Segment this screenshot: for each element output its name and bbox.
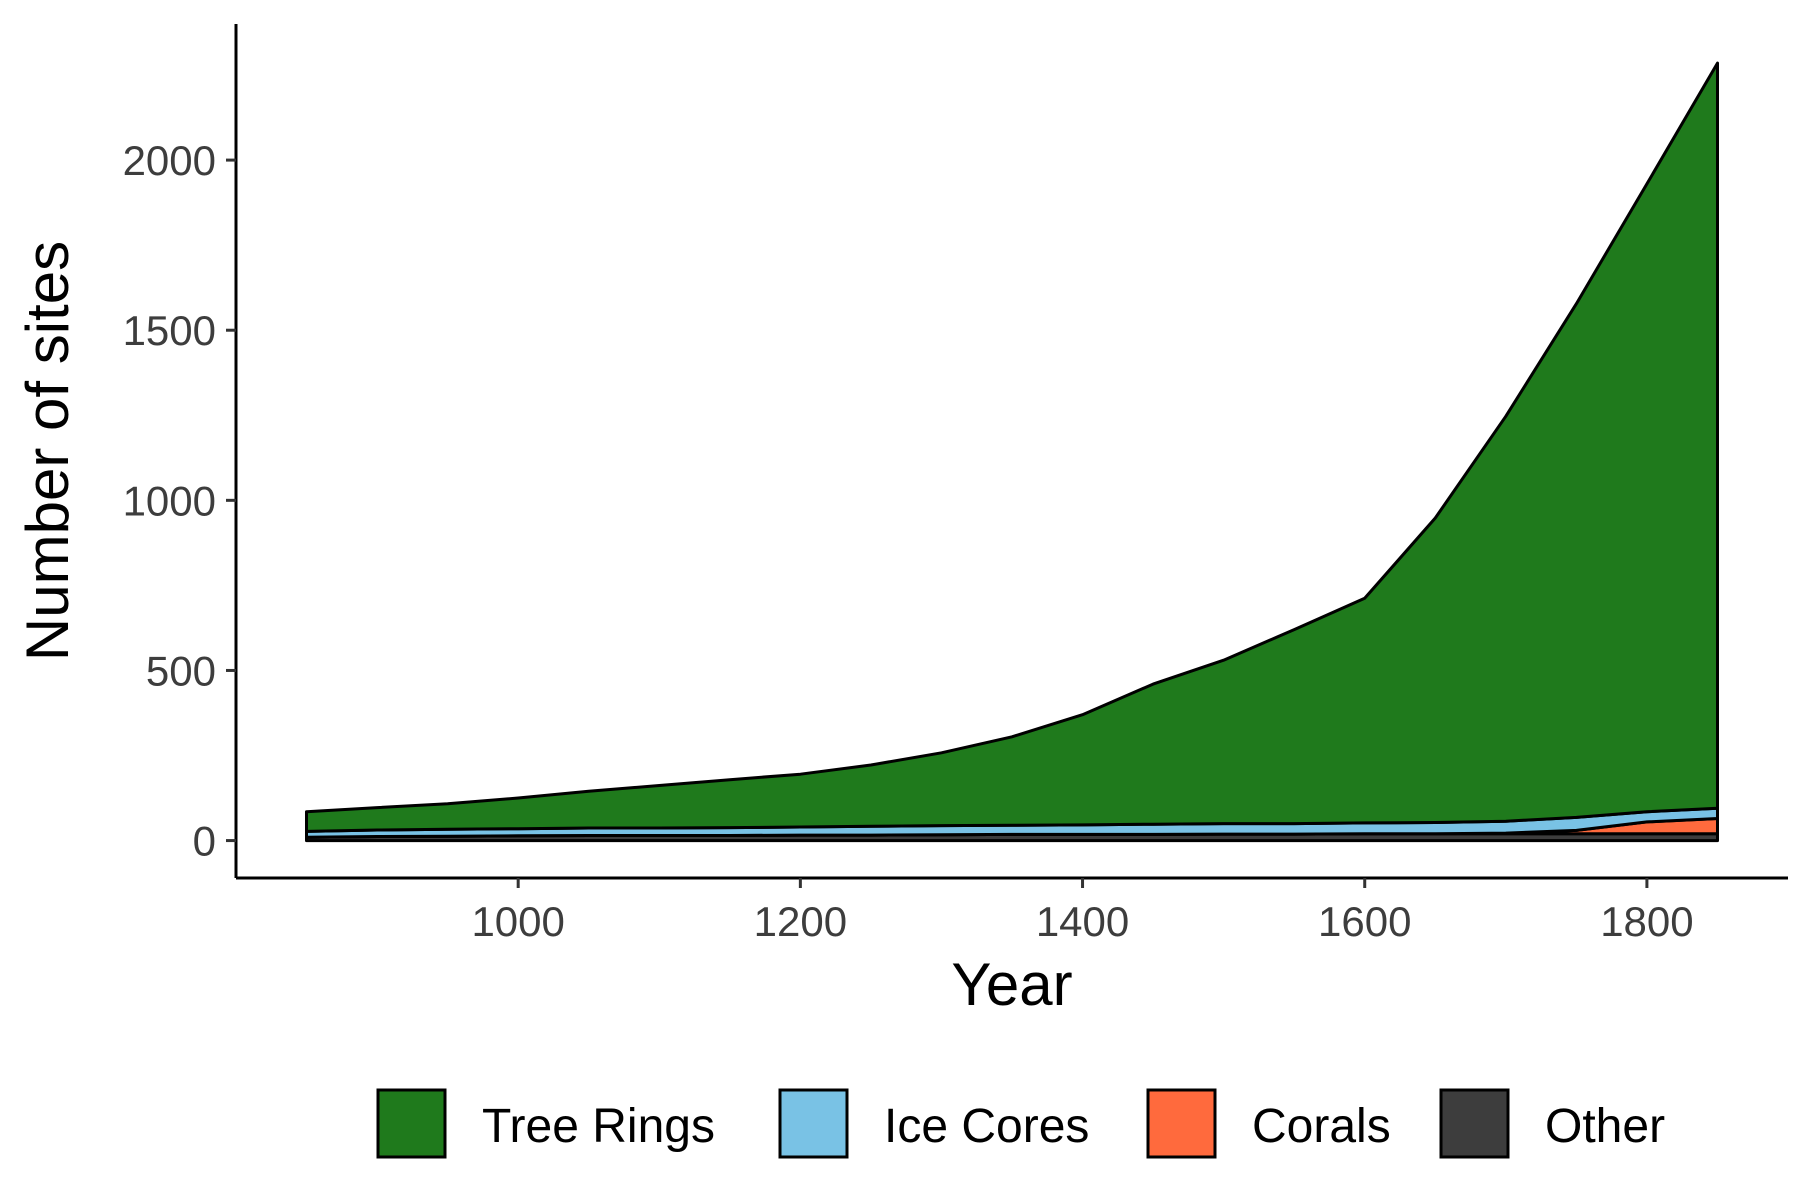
axes: 1000 1200 1400 1600 1800 0 500 1000 1500 2000 [123, 24, 1788, 945]
x-tick-label: 1600 [1318, 898, 1411, 945]
y-tick-label: 500 [146, 647, 216, 694]
x-tick-label: 1800 [1600, 898, 1693, 945]
legend-label-tree-rings: Tree Rings [482, 1100, 715, 1153]
x-axis-title: Year [951, 951, 1072, 1018]
y-tick-label: 1000 [123, 477, 216, 524]
legend-swatch-other [1439, 1088, 1510, 1159]
plot-area [305, 61, 1719, 843]
y-axis-title: Number of sites [14, 241, 81, 661]
legend-swatch-tree-rings [376, 1088, 447, 1159]
y-tick-label: 1500 [123, 307, 216, 354]
x-tick-label: 1200 [754, 898, 847, 945]
area-series-tree-rings [305, 61, 1719, 833]
legend-label-ice-cores: Ice Cores [884, 1100, 1089, 1153]
x-tick-label: 1400 [1036, 898, 1129, 945]
x-ticks: 1000 1200 1400 1600 1800 [471, 878, 1694, 945]
legend-label-other: Other [1545, 1100, 1665, 1153]
y-tick-label: 2000 [123, 137, 216, 184]
legend-swatch-corals [1146, 1088, 1217, 1159]
y-tick-label: 0 [193, 818, 216, 865]
legend: Tree Rings Ice Cores Corals Other [376, 1088, 1665, 1159]
y-ticks: 0 500 1000 1500 2000 [123, 137, 236, 865]
legend-swatch-ice-cores [778, 1088, 849, 1159]
legend-label-corals: Corals [1252, 1100, 1391, 1153]
x-tick-label: 1000 [471, 898, 564, 945]
